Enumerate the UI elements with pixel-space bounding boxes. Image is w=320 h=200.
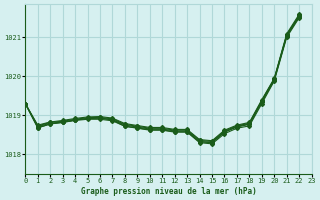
X-axis label: Graphe pression niveau de la mer (hPa): Graphe pression niveau de la mer (hPa)	[81, 187, 256, 196]
